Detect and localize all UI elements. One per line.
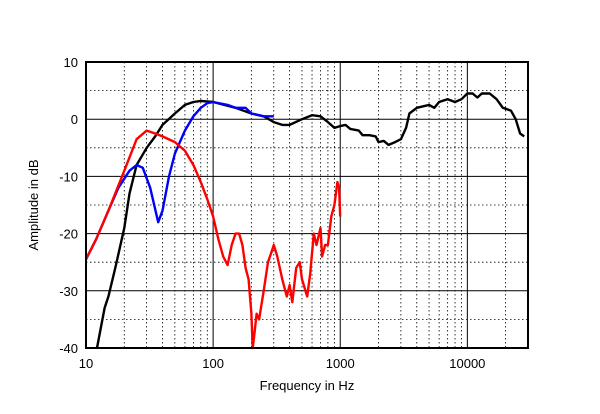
- x-tick-label: 10: [79, 356, 93, 371]
- x-axis-label: Frequency in Hz: [260, 378, 355, 393]
- series-red-line: [84, 129, 342, 350]
- series-black-line: [95, 92, 525, 349]
- x-tick-labels: 10 100 1000 10000: [79, 356, 486, 371]
- plot-frame: [85, 61, 529, 349]
- y-axis-label: Amplitude in dB: [26, 159, 41, 250]
- x-tick-label: 100: [202, 356, 224, 371]
- y-tick-label: -10: [59, 169, 78, 184]
- y-tick-label: 10: [64, 55, 78, 70]
- x-tick-label: 10000: [449, 356, 485, 371]
- y-tick-label: -30: [59, 284, 78, 299]
- x-tick-label: 1000: [326, 356, 355, 371]
- series-blue-line: [84, 100, 274, 260]
- y-tick-label: -40: [59, 341, 78, 356]
- y-tick-labels: 10 0 -10 -20 -30 -40: [59, 55, 78, 356]
- series-group: [84, 92, 525, 350]
- y-tick-label: -20: [59, 227, 78, 242]
- grid: [86, 62, 528, 348]
- y-tick-label: 0: [71, 112, 78, 127]
